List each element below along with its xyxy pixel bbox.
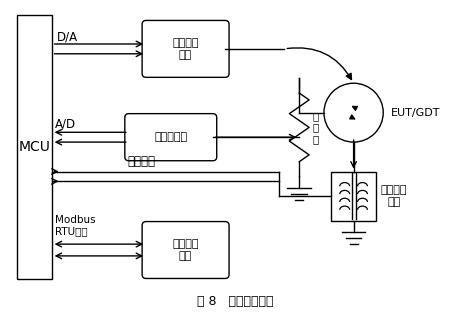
Bar (17, 15, 52, 280)
FancyBboxPatch shape (142, 222, 229, 279)
Text: 分
压
器: 分 压 器 (312, 111, 318, 144)
FancyBboxPatch shape (125, 114, 217, 161)
Text: MCU: MCU (18, 140, 50, 154)
Bar (332, 172, 376, 221)
Text: 电流测量
模块: 电流测量 模块 (381, 185, 407, 207)
Text: 人机交互
模块: 人机交互 模块 (172, 239, 199, 261)
Text: EUT/GDT: EUT/GDT (391, 108, 441, 118)
Text: 峰值保持器: 峰值保持器 (154, 132, 187, 142)
Text: 判据信号: 判据信号 (127, 155, 155, 168)
Text: Modbus
RTU协议: Modbus RTU协议 (55, 215, 95, 236)
Text: A/D: A/D (55, 118, 76, 131)
Text: D/A: D/A (57, 31, 78, 44)
Text: 图 8   测量系统结构: 图 8 测量系统结构 (197, 295, 273, 308)
Text: 高压直流
模块: 高压直流 模块 (172, 38, 199, 60)
FancyBboxPatch shape (142, 21, 229, 77)
